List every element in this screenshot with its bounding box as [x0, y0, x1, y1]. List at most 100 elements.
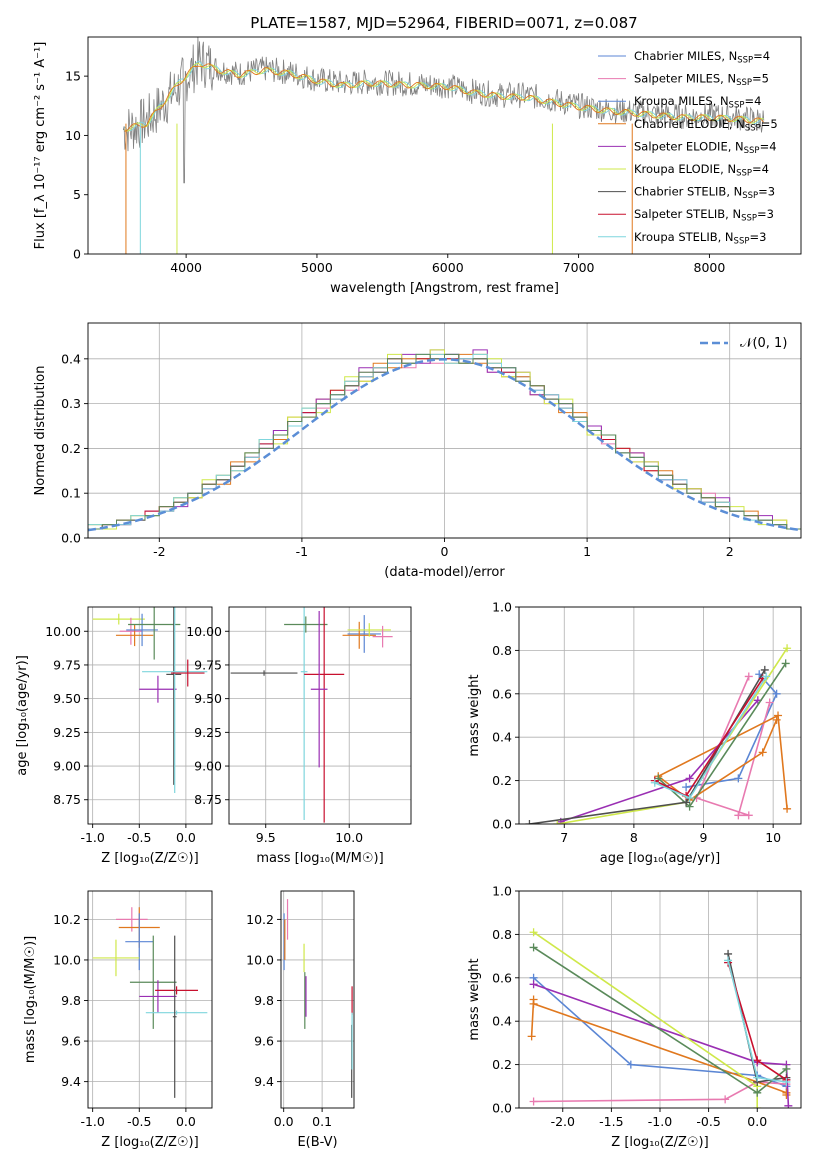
x-tick-label: -1.0	[648, 1114, 672, 1129]
y-tick-label: 10.0	[246, 952, 274, 967]
axes-frame	[87, 36, 802, 255]
weight-series-line	[695, 676, 771, 817]
x-tick-label: 0.0	[747, 1114, 767, 1129]
errorbar-point	[347, 615, 381, 653]
errorbar-point	[128, 607, 181, 660]
weight-series-line	[656, 714, 788, 809]
x-tick-label: -1.5	[599, 1114, 623, 1129]
y-tick-label: 10.00	[45, 624, 81, 639]
x-tick-label: 0.0	[176, 830, 196, 845]
weight-marker	[781, 659, 790, 668]
errorbar-point	[284, 616, 328, 633]
y-tick-label: 9.25	[53, 725, 81, 740]
y-tick-label: 9.00	[53, 759, 81, 774]
y-tick-label: 0.6	[492, 686, 512, 701]
weight-marker	[685, 793, 694, 802]
x-tick-label: 8	[630, 830, 638, 845]
y-tick-label: 8.75	[53, 792, 81, 807]
y-tick-label: 0.0	[492, 1101, 512, 1116]
axes-frame	[280, 890, 355, 1109]
legend-label: 𝒩(0, 1)	[740, 336, 787, 351]
x-tick-label: 9	[700, 830, 708, 845]
errorbar-point	[125, 913, 154, 971]
x-tick-label: 10	[765, 830, 781, 845]
weight-marker	[774, 711, 783, 720]
errorbar-point	[115, 624, 154, 647]
chart-spectrum: 4000 5000 6000 7000 8000 0 5 10 15 wavelength [An…	[33, 36, 802, 296]
chart-weight_vs_Z: -2.0 -1.5 -1.0 -0.5 0.0 0.0 0.2 0.4 0.6 0.8 1.0 Z […	[467, 884, 802, 1150]
x-tick-label: -2.0	[551, 1114, 575, 1129]
errorbar-point	[139, 675, 177, 703]
x-tick-label: 8000	[694, 260, 726, 275]
weight-series-line	[560, 699, 759, 823]
x-tick-label: -0.5	[127, 1114, 151, 1129]
errorbar-point	[119, 617, 143, 645]
x-tick-label: 7000	[563, 260, 595, 275]
axes-frame	[87, 890, 213, 1109]
x-axis-label: Z [log₁₀(Z/Z☉)]	[101, 851, 198, 866]
y-tick-label: 0.4	[61, 351, 81, 366]
y-tick-label: 9.4	[254, 1074, 274, 1089]
weight-marker	[682, 783, 691, 792]
errorbar-point	[230, 670, 298, 676]
y-tick-label: 10.2	[53, 912, 81, 927]
weight-marker	[685, 802, 694, 811]
x-axis-label: age [log₁₀(age/yr)]	[600, 851, 721, 866]
y-axis-label: mass weight	[467, 674, 482, 756]
weight-series-line	[557, 647, 788, 824]
x-tick-label: 4000	[170, 260, 202, 275]
x-tick-label: -0.5	[696, 1114, 720, 1129]
errorbar-point	[129, 935, 177, 1029]
y-tick-label: 0.4	[492, 730, 512, 745]
legend-label: Salpeter ELODIE, NSSP=4	[634, 139, 777, 156]
weight-marker	[744, 672, 753, 681]
axes-frame	[228, 606, 412, 825]
errorbar-point	[155, 986, 199, 995]
x-tick-label: 0.0	[176, 1114, 196, 1129]
plot-area	[230, 607, 393, 823]
y-axis-label: mass [log₁₀(M/M☉)]	[23, 936, 38, 1063]
y-tick-label: 9.8	[61, 993, 81, 1008]
plot-area	[88, 349, 801, 538]
errorbar-point	[304, 607, 345, 823]
weight-marker	[782, 1090, 791, 1099]
y-tick-label: 0.1	[61, 486, 81, 501]
spectrum-model-line	[124, 63, 764, 132]
plot-area	[122, 37, 765, 254]
y-tick-label: 0	[73, 247, 81, 262]
weight-marker	[650, 778, 659, 787]
y-tick-label: 0.2	[492, 773, 512, 788]
weight-marker	[782, 1077, 791, 1086]
axes-frame	[518, 606, 802, 825]
chart-residuals: -2 -1 0 1 2 0.0 0.1 0.2 0.3 0.4 (data-model)/error…	[33, 322, 802, 580]
histogram-series	[88, 353, 801, 538]
y-tick-label: 9.50	[194, 691, 222, 706]
weight-marker	[783, 804, 792, 813]
plot-area	[92, 607, 208, 793]
y-tick-label: 5	[73, 187, 81, 202]
y-axis-label: Flux [f_λ 10⁻¹⁷ erg cm⁻² s⁻¹ A⁻¹]	[33, 42, 48, 250]
weight-marker	[529, 1097, 538, 1106]
weight-marker	[765, 698, 774, 707]
weight-marker	[529, 928, 538, 937]
x-tick-label: 1	[583, 544, 591, 559]
y-tick-label: 9.8	[254, 993, 274, 1008]
errorbar-point	[142, 607, 208, 793]
legend-label: Salpeter STELIB, NSSP=3	[634, 207, 774, 224]
y-axis-label: mass weight	[467, 958, 482, 1040]
y-tick-label: 9.00	[194, 759, 222, 774]
weight-marker	[744, 811, 753, 820]
y-tick-label: 9.25	[194, 725, 222, 740]
legend-label: Kroupa MILES, NSSP=4	[634, 94, 761, 111]
x-tick-label: 9.5	[256, 830, 276, 845]
y-tick-label: 0.6	[492, 970, 512, 985]
x-axis-label: E(B-V)	[297, 1135, 337, 1150]
x-tick-label: -1.0	[80, 1114, 104, 1129]
errorbar-point	[172, 935, 177, 1098]
legend-label: Chabrier ELODIE, NSSP=5	[634, 117, 778, 134]
weight-marker	[529, 943, 538, 952]
y-tick-label: 0.8	[492, 927, 512, 942]
errorbar-point	[166, 607, 182, 785]
x-tick-label: 0.0	[274, 1114, 294, 1129]
